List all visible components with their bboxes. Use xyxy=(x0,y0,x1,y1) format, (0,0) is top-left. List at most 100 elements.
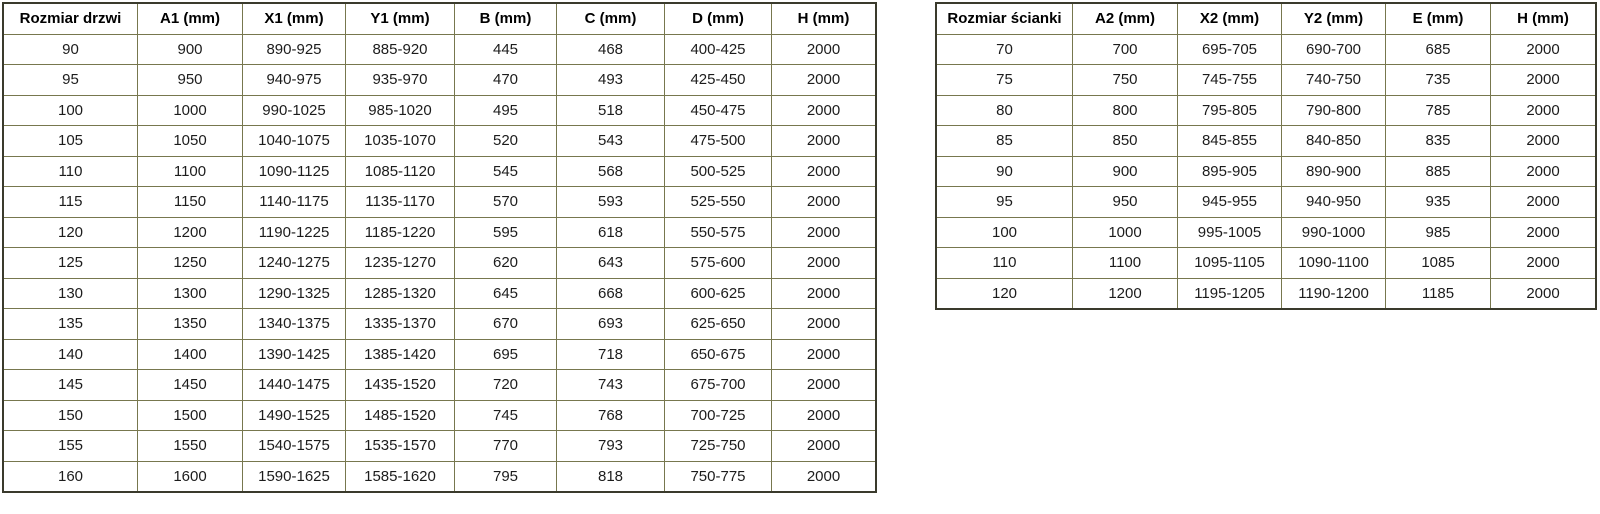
column-header: H (mm) xyxy=(1490,2,1597,35)
table-cell: 145 xyxy=(2,369,138,401)
table-row: 135 1350 1340-1375 1335-1370 670 693 625-650 20… xyxy=(2,308,877,340)
column-header: B (mm) xyxy=(454,2,557,35)
table-row: 150 1500 1490-1525 1485-1520 745 768 700-725 20… xyxy=(2,399,877,431)
table-row: 120 1200 1195-1205 1190-1200 1185 2000 xyxy=(935,277,1597,310)
table-cell: 1200 xyxy=(1072,277,1178,310)
table-row: 110 1100 1095-1105 1090-1100 1085 2000 xyxy=(935,247,1597,279)
table-cell: 575-600 xyxy=(664,247,772,279)
table-cell: 675-700 xyxy=(664,369,772,401)
table-cell: 1440-1475 xyxy=(242,369,346,401)
table-cell: 1050 xyxy=(137,125,243,157)
table-cell: 400-425 xyxy=(664,33,772,65)
table-cell: 2000 xyxy=(771,247,877,279)
table-cell: 1185 xyxy=(1385,277,1491,310)
table-cell: 900 xyxy=(137,33,243,65)
table-cell: 2000 xyxy=(771,216,877,248)
table-cell: 995-1005 xyxy=(1177,216,1282,248)
table-cell: 445 xyxy=(454,33,557,65)
table-cell: 520 xyxy=(454,125,557,157)
table-cell: 1335-1370 xyxy=(345,308,455,340)
table-cell: 120 xyxy=(935,277,1073,310)
table-cell: 525-550 xyxy=(664,186,772,218)
table-cell: 770 xyxy=(454,430,557,462)
column-header: Rozmiar ścianki xyxy=(935,2,1073,35)
table-row: 75 750 745-755 740-750 735 2000 xyxy=(935,64,1597,96)
table-row: 105 1050 1040-1075 1035-1070 520 543 475-500 20… xyxy=(2,125,877,157)
table-cell: 1250 xyxy=(137,247,243,279)
table-cell: 768 xyxy=(556,399,665,431)
table-cell: 595 xyxy=(454,216,557,248)
table-cell: 800 xyxy=(1072,94,1178,126)
table-cell: 1100 xyxy=(1072,247,1178,279)
wall-table-header: Rozmiar ścianki A2 (mm) X2 (mm) Y2 (mm) E (m… xyxy=(935,2,1597,35)
table-cell: 935 xyxy=(1385,186,1491,218)
header-row: Rozmiar ścianki A2 (mm) X2 (mm) Y2 (mm) E (m… xyxy=(935,2,1597,35)
table-cell: 500-525 xyxy=(664,155,772,187)
table-cell: 100 xyxy=(935,216,1073,248)
table-cell: 110 xyxy=(935,247,1073,279)
table-cell: 793 xyxy=(556,430,665,462)
column-header: Y2 (mm) xyxy=(1281,2,1386,35)
table-cell: 1600 xyxy=(137,460,243,493)
table-cell: 795-805 xyxy=(1177,94,1282,126)
table-cell: 1400 xyxy=(137,338,243,370)
table-cell: 95 xyxy=(935,186,1073,218)
table-cell: 470 xyxy=(454,64,557,96)
table-cell: 1490-1525 xyxy=(242,399,346,431)
table-cell: 600-625 xyxy=(664,277,772,309)
table-cell: 840-850 xyxy=(1281,125,1386,157)
table-cell: 890-925 xyxy=(242,33,346,65)
table-cell: 115 xyxy=(2,186,138,218)
table-cell: 593 xyxy=(556,186,665,218)
table-cell: 950 xyxy=(1072,186,1178,218)
table-cell: 1435-1520 xyxy=(345,369,455,401)
table-cell: 700-725 xyxy=(664,399,772,431)
table-cell: 2000 xyxy=(1490,247,1597,279)
table-cell: 2000 xyxy=(771,399,877,431)
table-cell: 1095-1105 xyxy=(1177,247,1282,279)
table-row: 80 800 795-805 790-800 785 2000 xyxy=(935,94,1597,126)
table-cell: 940-975 xyxy=(242,64,346,96)
table-cell: 745-755 xyxy=(1177,64,1282,96)
table-row: 90 900 895-905 890-900 885 2000 xyxy=(935,155,1597,187)
table-row: 90 900 890-925 885-920 445 468 400-425 2000 xyxy=(2,33,877,65)
table-cell: 1590-1625 xyxy=(242,460,346,493)
table-cell: 740-750 xyxy=(1281,64,1386,96)
table-cell: 1350 xyxy=(137,308,243,340)
table-cell: 2000 xyxy=(1490,277,1597,310)
table-cell: 1300 xyxy=(137,277,243,309)
table-cell: 620 xyxy=(454,247,557,279)
column-header: A1 (mm) xyxy=(137,2,243,35)
table-cell: 1150 xyxy=(137,186,243,218)
table-cell: 543 xyxy=(556,125,665,157)
table-cell: 1000 xyxy=(137,94,243,126)
table-cell: 80 xyxy=(935,94,1073,126)
table-cell: 693 xyxy=(556,308,665,340)
table-cell: 935-970 xyxy=(345,64,455,96)
table-cell: 85 xyxy=(935,125,1073,157)
header-row: Rozmiar drzwi A1 (mm) X1 (mm) Y1 (mm) B (mm)… xyxy=(2,2,877,35)
table-cell: 2000 xyxy=(771,186,877,218)
door-table-body: 90 900 890-925 885-920 445 468 400-425 2000 95 95… xyxy=(2,33,877,493)
table-cell: 2000 xyxy=(771,460,877,493)
table-cell: 1085-1120 xyxy=(345,155,455,187)
table-cell: 700 xyxy=(1072,33,1178,65)
table-cell: 1035-1070 xyxy=(345,125,455,157)
table-cell: 135 xyxy=(2,308,138,340)
table-cell: 695 xyxy=(454,338,557,370)
table-cell: 1235-1270 xyxy=(345,247,455,279)
table-cell: 1585-1620 xyxy=(345,460,455,493)
table-cell: 795 xyxy=(454,460,557,493)
table-row: 125 1250 1240-1275 1235-1270 620 643 575-600 20… xyxy=(2,247,877,279)
table-row: 100 1000 995-1005 990-1000 985 2000 xyxy=(935,216,1597,248)
table-cell: 1500 xyxy=(137,399,243,431)
table-cell: 625-650 xyxy=(664,308,772,340)
table-cell: 2000 xyxy=(771,277,877,309)
table-cell: 1550 xyxy=(137,430,243,462)
table-cell: 1450 xyxy=(137,369,243,401)
table-cell: 985-1020 xyxy=(345,94,455,126)
table-cell: 75 xyxy=(935,64,1073,96)
table-cell: 850 xyxy=(1072,125,1178,157)
table-cell: 618 xyxy=(556,216,665,248)
table-cell: 1185-1220 xyxy=(345,216,455,248)
